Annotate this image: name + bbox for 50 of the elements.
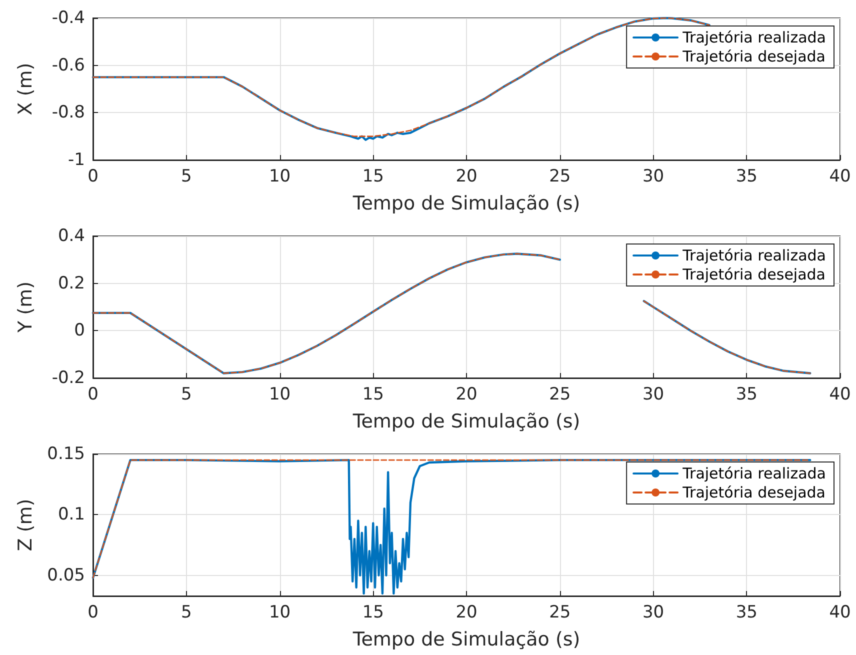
y-tick-label: 0.4 xyxy=(58,226,85,246)
x-tick-label: 0 xyxy=(88,384,98,404)
x-tick-label: 40 xyxy=(829,602,851,622)
x-tick-label: 15 xyxy=(362,384,384,404)
x-tick-label: 10 xyxy=(268,166,291,186)
x-axis-title: Tempo de Simulação (s) xyxy=(352,628,580,650)
x-tick-label: 25 xyxy=(549,166,571,186)
x-tick-label: 20 xyxy=(456,166,478,186)
x-tick-label: 10 xyxy=(268,384,291,404)
x-tick-label: 35 xyxy=(736,166,758,186)
x-tick-label: 30 xyxy=(642,602,664,622)
x-tick-label: 35 xyxy=(736,602,758,622)
y-tick-label: -0.8 xyxy=(52,102,85,123)
x-tick-label: 25 xyxy=(549,384,571,404)
x-tick-label: 30 xyxy=(642,166,664,186)
x-tick-label: 5 xyxy=(180,384,192,404)
legend-label: Trajetória realizada xyxy=(682,28,826,46)
legend-label: Trajetória realizada xyxy=(682,464,826,482)
x-tick-label: 40 xyxy=(829,166,851,186)
x-tick-label: 40 xyxy=(829,384,851,404)
y-tick-label: -1 xyxy=(68,150,85,170)
y-tick-label: -0.4 xyxy=(52,8,85,28)
y-axis-title: Y (m) xyxy=(14,282,36,334)
x-tick-label: 15 xyxy=(362,602,384,622)
y-axis-title: X (m) xyxy=(14,62,36,116)
x-tick-label: 35 xyxy=(736,384,758,404)
legend-label: Trajetória desejada xyxy=(682,48,826,66)
x-axis-title: Tempo de Simulação (s) xyxy=(352,192,580,214)
x-tick-label: 25 xyxy=(549,602,571,622)
x-tick-label: 10 xyxy=(268,602,291,622)
y-tick-label: 0.05 xyxy=(47,565,85,586)
y-tick-label: -0.2 xyxy=(52,368,85,388)
x-tick-label: 20 xyxy=(456,602,478,622)
y-tick-label: -0.6 xyxy=(52,55,85,76)
y-tick-label: 0.15 xyxy=(47,444,85,464)
x-tick-label: 0 xyxy=(88,602,98,622)
x-tick-label: 15 xyxy=(362,166,384,186)
legend-label: Trajetória desejada xyxy=(682,266,826,284)
legend-label: Trajetória desejada xyxy=(682,484,826,502)
x-tick-label: 5 xyxy=(180,166,192,186)
x-axis-title: Tempo de Simulação (s) xyxy=(352,410,580,432)
x-tick-label: 5 xyxy=(180,602,192,622)
y-tick-label: 0.1 xyxy=(58,504,85,525)
x-tick-label: 30 xyxy=(642,384,664,404)
x-tick-label: 20 xyxy=(456,384,478,404)
y-tick-label: 0 xyxy=(74,320,85,341)
x-tick-label: 0 xyxy=(88,166,98,186)
y-axis-title: Z (m) xyxy=(14,498,36,552)
y-tick-label: 0.2 xyxy=(58,273,85,294)
legend-label: Trajetória realizada xyxy=(682,246,826,264)
